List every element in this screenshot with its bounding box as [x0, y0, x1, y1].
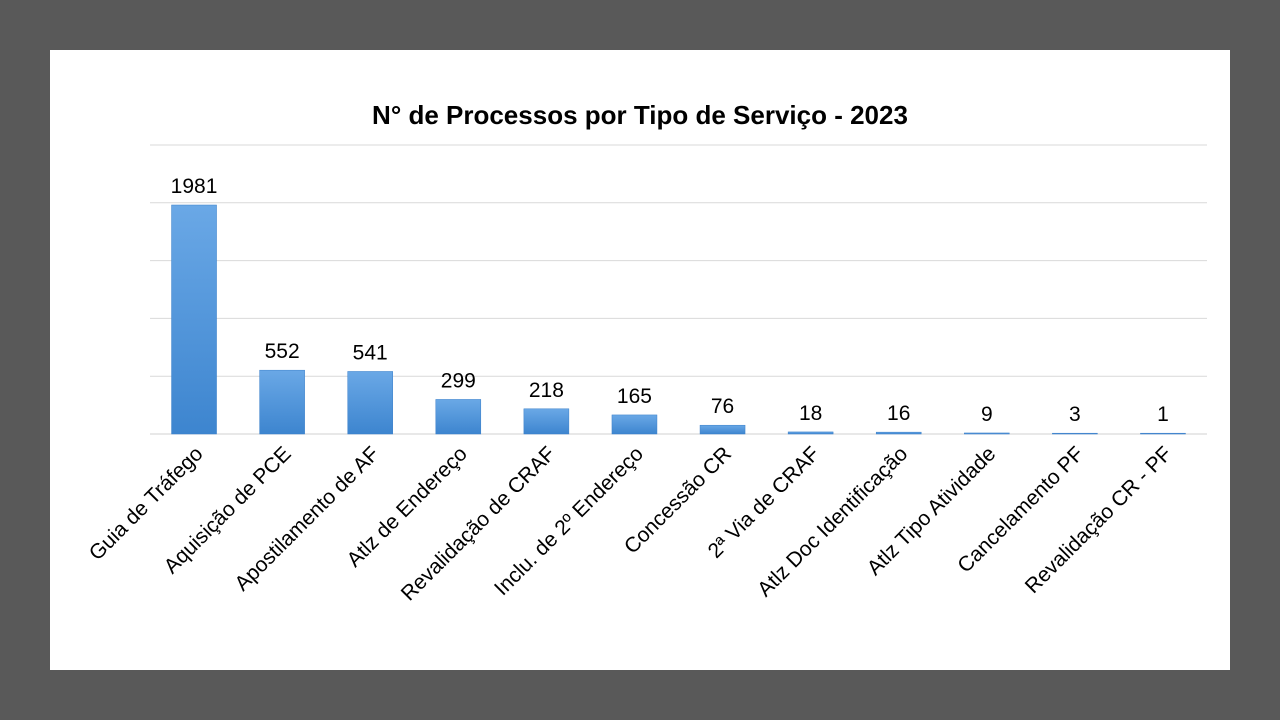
bars: [171, 204, 1186, 435]
data-label: 9: [981, 403, 993, 426]
category-label: Revalidação de CRAF: [397, 442, 560, 605]
category-label: Atlz Doc Identificação: [753, 442, 912, 601]
bar: [1140, 432, 1186, 435]
data-label: 218: [529, 379, 564, 402]
data-label: 18: [799, 402, 822, 425]
slide-background: [50, 50, 1230, 670]
bar: [611, 414, 658, 435]
bar: [259, 369, 305, 435]
data-labels: 1981 552 541 299 218 165 76 18 16 9 3 1: [171, 175, 1169, 426]
bar: [1052, 432, 1098, 435]
data-label: 552: [265, 340, 300, 363]
bar: [435, 399, 482, 435]
bar: [964, 432, 1010, 435]
bar: [347, 371, 393, 435]
data-label: 3: [1069, 403, 1081, 426]
chart-title: N° de Processos por Tipo de Serviço - 20…: [372, 100, 908, 130]
data-label: 541: [353, 341, 388, 364]
category-label: Revalidação CR - PF: [1021, 442, 1177, 598]
bar: [171, 204, 217, 435]
category-label: Apostilamento de AF: [230, 442, 383, 595]
data-label: 165: [617, 385, 652, 408]
data-label: 76: [711, 395, 734, 418]
bar: [699, 424, 746, 435]
gridlines: [150, 144, 1207, 435]
bar: [523, 408, 570, 435]
data-label: 299: [441, 369, 476, 392]
bar: [875, 431, 922, 435]
data-label: 1: [1157, 403, 1169, 426]
category-label: Inclu. de 2º Endereço: [490, 442, 648, 600]
bar: [787, 431, 834, 435]
data-label: 1981: [171, 175, 218, 198]
data-label: 16: [887, 402, 910, 425]
